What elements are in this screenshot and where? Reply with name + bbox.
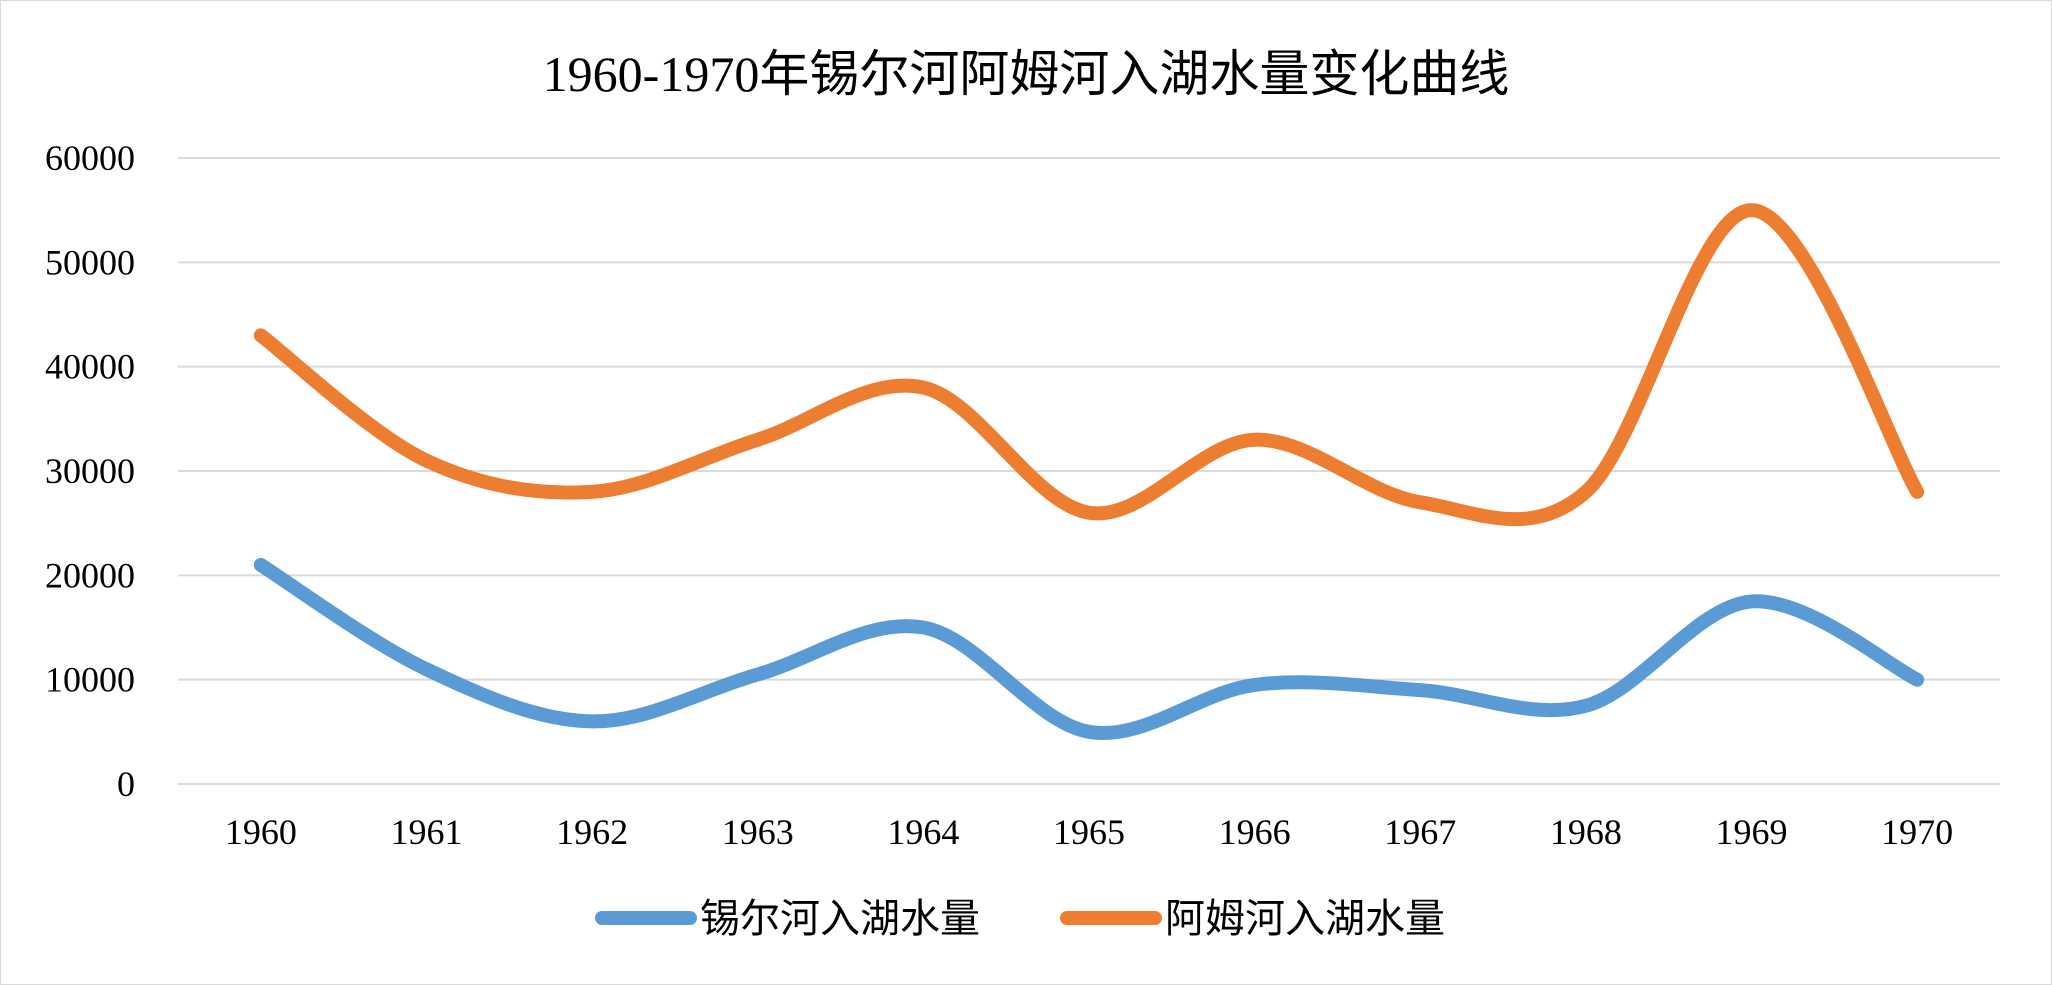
- data-point: [591, 720, 593, 722]
- data-point: [922, 387, 924, 389]
- x-tick-label: 1966: [1219, 812, 1291, 852]
- data-point: [1585, 705, 1587, 707]
- data-point: [260, 564, 262, 566]
- data-point: [425, 668, 427, 670]
- y-tick-label: 40000: [45, 347, 135, 387]
- x-tick-label: 1967: [1384, 812, 1456, 852]
- series-line-1: [253, 557, 1925, 741]
- data-point: [757, 439, 759, 441]
- series-lines: [253, 203, 1925, 741]
- data-point: [1254, 439, 1256, 441]
- data-point: [1916, 679, 1918, 681]
- data-point: [591, 491, 593, 493]
- y-tick-label: 0: [117, 764, 135, 804]
- data-point: [1419, 501, 1421, 503]
- x-tick-label: 1969: [1716, 812, 1788, 852]
- x-tick-label: 1970: [1881, 812, 1953, 852]
- data-point: [1088, 731, 1090, 733]
- data-point: [1916, 491, 1918, 493]
- data-point: [425, 460, 427, 462]
- series-line-2: [253, 203, 1925, 527]
- data-point: [1088, 512, 1090, 514]
- x-tick-label: 1961: [390, 812, 462, 852]
- legend-label: 锡尔河入湖水量: [700, 896, 980, 941]
- legend: 锡尔河入湖水量 阿姆河入湖水量: [595, 896, 1445, 941]
- x-tick-label: 1965: [1053, 812, 1125, 852]
- y-tick-label: 30000: [45, 451, 135, 491]
- data-point: [922, 627, 924, 628]
- y-axis: 0 10000 20000 30000 40000 50000 60000: [45, 138, 135, 804]
- data-point: [1254, 684, 1256, 686]
- data-point: [1751, 600, 1753, 602]
- y-tick-label: 20000: [45, 555, 135, 595]
- data-point: [1585, 491, 1587, 493]
- data-point: [260, 334, 262, 336]
- x-tick-label: 1964: [887, 812, 959, 852]
- data-point: [757, 673, 759, 675]
- y-tick-label: 60000: [45, 138, 135, 178]
- x-tick-label: 1960: [225, 812, 297, 852]
- x-tick-label: 1968: [1550, 812, 1622, 852]
- y-tick-label: 50000: [45, 242, 135, 282]
- chart-title: 1960-1970年锡尔河阿姆河入湖水量变化曲线: [542, 46, 1510, 102]
- x-tick-label: 1963: [722, 812, 794, 852]
- x-axis: 1960 1961 1962 1963 1964 1965 1966 1967 1968 1969…: [225, 812, 1953, 852]
- x-tick-label: 1962: [556, 812, 628, 852]
- legend-label: 阿姆河入湖水量: [1165, 896, 1445, 941]
- y-tick-label: 10000: [45, 660, 135, 700]
- data-point: [1751, 209, 1753, 211]
- data-point: [1419, 689, 1421, 691]
